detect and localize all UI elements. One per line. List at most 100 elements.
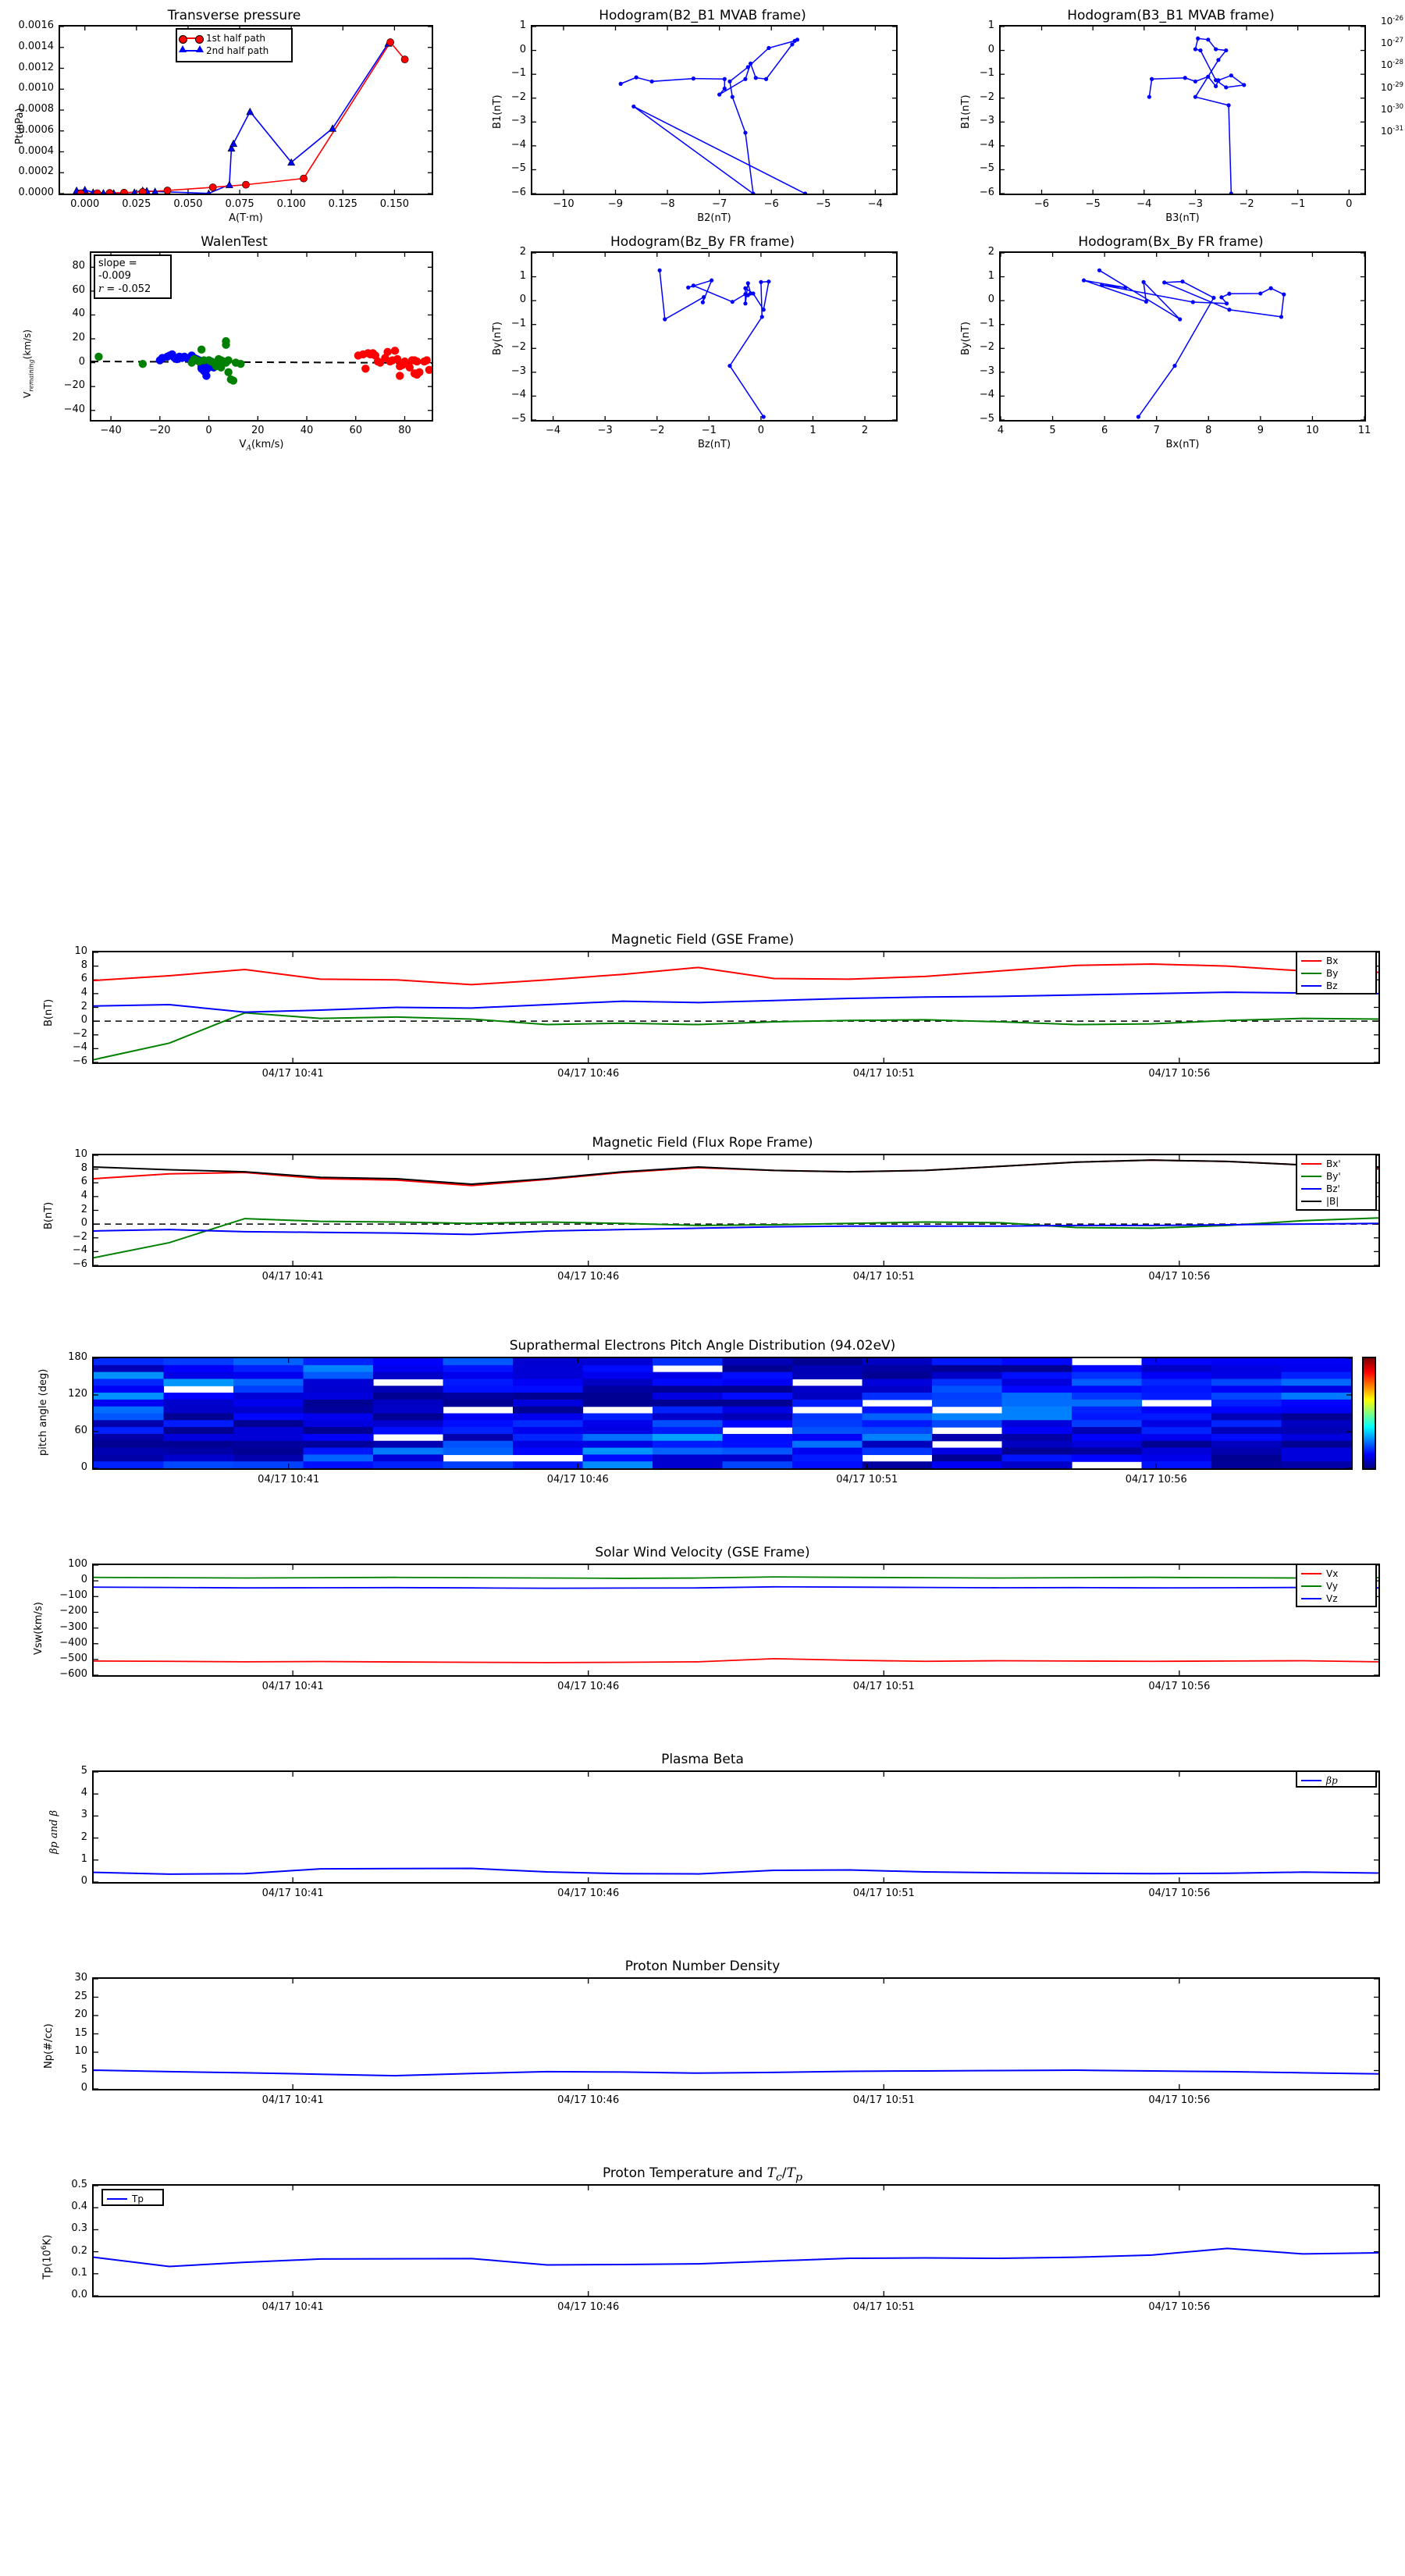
walen-scatter-svg bbox=[91, 253, 432, 420]
axis-tick-label: 2 bbox=[80, 1203, 87, 1215]
axis-tick-label: 04/17 10:56 bbox=[1148, 1068, 1211, 1080]
axis-tick-label: 04/17 10:56 bbox=[1148, 2094, 1211, 2106]
axis-tick-label: 4 bbox=[997, 425, 1005, 436]
hodogram-b2b1-svg bbox=[532, 27, 896, 194]
axis-tick-label: 40 bbox=[72, 308, 85, 320]
axis-tick-label: 0.0000 bbox=[18, 187, 55, 198]
legend-label: By' bbox=[1326, 1171, 1341, 1182]
axis-tick-label: 3 bbox=[80, 1809, 87, 1821]
axis-tick-label: 2 bbox=[519, 246, 526, 258]
pad-heatmap-svg bbox=[94, 1358, 1351, 1468]
axis-tick-label: 04/17 10:46 bbox=[557, 1888, 620, 1899]
axis-tick-label: 10 bbox=[74, 945, 87, 957]
axis-tick-label: 04/17 10:46 bbox=[557, 2301, 620, 2313]
legend-item: βp bbox=[1301, 1774, 1371, 1787]
axis-tick-label: 0.050 bbox=[173, 198, 203, 210]
tp-svg bbox=[94, 2186, 1378, 2296]
panel-hodogram-b2b1: Hodogram(B2_B1 MVAB frame) B1(nT) B2(nT) bbox=[468, 0, 937, 226]
colorbar-tick-label: 10-31 bbox=[1381, 124, 1403, 137]
axis-tick-label: −2 bbox=[510, 91, 526, 103]
legend-item: By bbox=[1301, 967, 1371, 980]
hodogram-b3b1-svg bbox=[1001, 27, 1364, 194]
axis-tick-label: −2 bbox=[649, 425, 665, 436]
axis-tick-label: 04/17 10:51 bbox=[852, 1888, 915, 1899]
axis-tick-label: 0.5 bbox=[71, 2179, 87, 2190]
axis-tick-label: 04/17 10:41 bbox=[261, 1271, 324, 1283]
axis-tick-label: −400 bbox=[59, 1636, 87, 1649]
axis-tick-label: 10 bbox=[74, 1148, 87, 1160]
axis-tick-label: −8 bbox=[660, 198, 675, 210]
hodogram-bxby-svg bbox=[1001, 253, 1364, 420]
axis-tick-label: −6 bbox=[1033, 198, 1050, 210]
legend-swatch-1st bbox=[179, 35, 204, 44]
axis-tick-label: 1 bbox=[809, 425, 816, 436]
x-axis-label: B3(nT) bbox=[1165, 212, 1200, 224]
y-axis-label: pitch angle (deg) bbox=[37, 1368, 49, 1456]
plot-area bbox=[999, 25, 1366, 195]
axis-tick-label: −4 bbox=[510, 138, 526, 151]
b-fr-svg bbox=[94, 1155, 1378, 1265]
axis-tick-label: −3 bbox=[597, 425, 613, 436]
legend-swatch-2nd bbox=[179, 45, 204, 52]
axis-tick-label: 20 bbox=[72, 332, 85, 344]
panel-transverse-pressure: Transverse pressure 1st half path 2nd ha… bbox=[0, 0, 468, 226]
axis-tick-label: −3 bbox=[510, 365, 526, 377]
axis-tick-label: 04/17 10:41 bbox=[261, 1681, 324, 1692]
legend-label: βp bbox=[1326, 1775, 1338, 1786]
axis-tick-label: 25 bbox=[74, 1990, 87, 2002]
axis-tick-label: −6 bbox=[763, 198, 779, 210]
axis-tick-label: −600 bbox=[59, 1668, 87, 1680]
plot-area bbox=[90, 251, 433, 422]
legend-item: Bz bbox=[1301, 980, 1371, 992]
legend-item: Tp bbox=[107, 2193, 158, 2205]
panel-title: WalenTest bbox=[201, 234, 268, 250]
legend-label: |B| bbox=[1326, 1196, 1339, 1207]
legend-item: Vx bbox=[1301, 1567, 1371, 1580]
plot-area bbox=[92, 1357, 1353, 1470]
axis-tick-label: 9 bbox=[1257, 425, 1264, 436]
plot-area bbox=[92, 951, 1380, 1064]
axis-tick-label: −4 bbox=[979, 138, 994, 151]
axis-tick-label: 0.2 bbox=[71, 2244, 87, 2257]
axis-tick-label: 04/17 10:51 bbox=[852, 1681, 915, 1692]
panel-title: Hodogram(Bx_By FR frame) bbox=[1078, 234, 1264, 250]
panel-title: Solar Wind Velocity (GSE Frame) bbox=[595, 1545, 810, 1560]
legend-label: Bz bbox=[1326, 980, 1338, 991]
legend-swatch-by bbox=[1301, 973, 1321, 974]
axis-tick-label: −4 bbox=[72, 1041, 87, 1054]
colorbar-tick-label: 10-29 bbox=[1381, 80, 1403, 93]
axis-tick-label: −4 bbox=[546, 425, 561, 436]
x-axis-label: VA(km/s) bbox=[239, 439, 284, 453]
legend-item: |B| bbox=[1301, 1195, 1371, 1208]
colorbar-gradient bbox=[1364, 1358, 1375, 1468]
axis-tick-label: 04/17 10:51 bbox=[852, 1271, 915, 1283]
axis-tick-label: −40 bbox=[100, 425, 122, 436]
axis-tick-label: 40 bbox=[300, 425, 314, 436]
axis-tick-label: 0.000 bbox=[70, 198, 100, 210]
walen-stats-box: slope = -0.009 r = -0.052 bbox=[94, 254, 172, 299]
legend-swatch-bz bbox=[1301, 985, 1321, 987]
plot-area bbox=[92, 1154, 1380, 1267]
legend-label: Vy bbox=[1326, 1581, 1338, 1592]
axis-tick-label: −500 bbox=[59, 1652, 87, 1664]
colorbar bbox=[1362, 1357, 1376, 1470]
legend-swatch-bzp bbox=[1301, 1188, 1321, 1190]
axis-tick-label: 0.1 bbox=[71, 2266, 87, 2279]
axis-tick-label: −40 bbox=[63, 403, 85, 415]
plot-area bbox=[92, 1770, 1380, 1884]
axis-tick-label: −9 bbox=[607, 198, 624, 210]
axis-tick-label: −2 bbox=[510, 341, 526, 354]
axis-tick-label: 0.0004 bbox=[18, 144, 55, 157]
y-axis-label: Vremaining(km/s) bbox=[22, 329, 35, 398]
legend-item: Vz bbox=[1301, 1592, 1371, 1605]
axis-tick-label: 2 bbox=[80, 1000, 87, 1012]
legend-swatch-vx bbox=[1301, 1573, 1321, 1574]
legend-swatch-bxp bbox=[1301, 1163, 1321, 1165]
plot-area bbox=[92, 1564, 1380, 1677]
axis-tick-label: 0.0 bbox=[71, 2289, 87, 2300]
axis-tick-label: −1 bbox=[1290, 198, 1306, 210]
legend-label: Bz' bbox=[1326, 1183, 1340, 1194]
axis-tick-label: −6 bbox=[510, 187, 526, 198]
axis-tick-label: −1 bbox=[510, 317, 526, 329]
axis-tick-label: 0.0006 bbox=[18, 123, 55, 136]
